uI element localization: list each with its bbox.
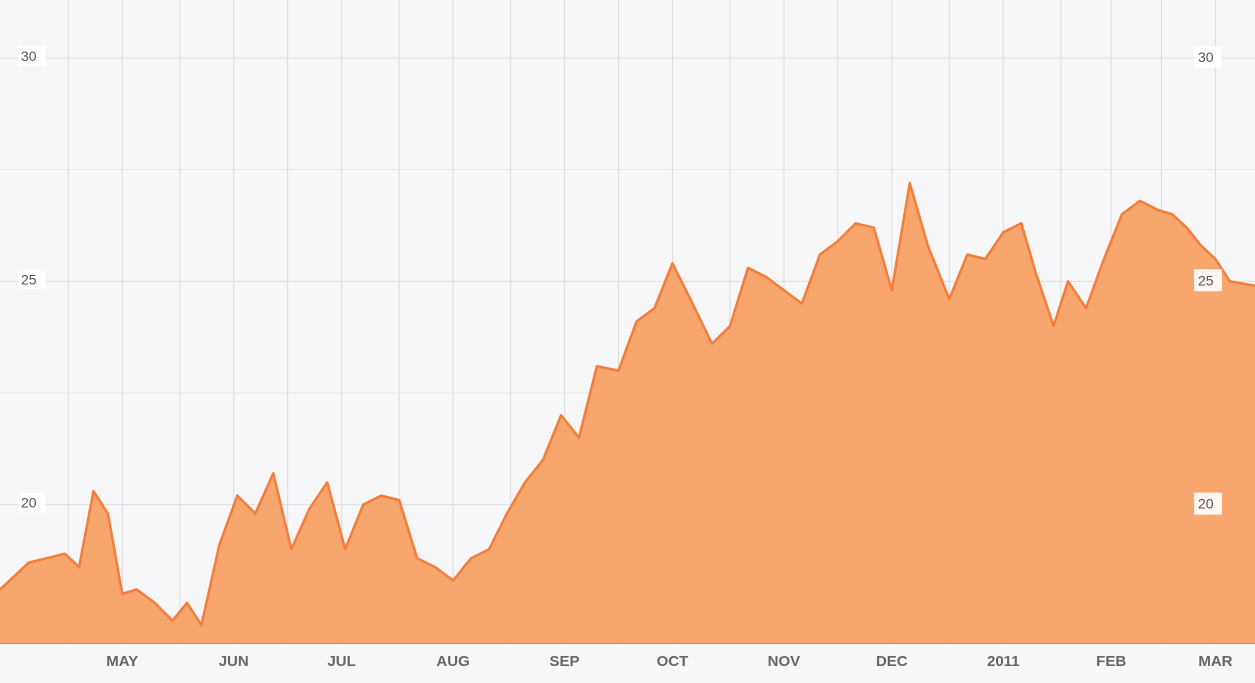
- series-line: [0, 181, 1255, 627]
- y-tick-label: 25: [1198, 272, 1214, 288]
- x-tick-label: 2011: [987, 653, 1020, 670]
- x-tick-label: AUG: [436, 653, 469, 670]
- y-tick-label-bg: [1194, 46, 1222, 69]
- y-axis-left: 20 25 30: [18, 46, 46, 513]
- x-tick-label: MAY: [106, 653, 138, 670]
- x-tick-label: MAR: [1198, 653, 1232, 670]
- x-axis: MAY JUN JUL AUG SEP OCT NOV DEC 2011 FEB MAR: [0, 643, 1255, 670]
- y-tick-label-bg: [18, 492, 46, 513]
- y-tick-label: 25: [21, 271, 37, 287]
- y-tick-label-bg: [1194, 492, 1222, 515]
- x-tick-label: OCT: [657, 653, 689, 670]
- x-tick-label: NOV: [768, 653, 801, 670]
- x-tick-label: SEP: [550, 653, 580, 670]
- y-tick-label: 20: [21, 495, 37, 511]
- x-tick-label: FEB: [1096, 653, 1126, 670]
- y-tick-label: 30: [1198, 49, 1214, 65]
- x-tick-label: JUN: [219, 653, 249, 670]
- y-tick-label: 30: [21, 48, 37, 64]
- x-tick-label: DEC: [876, 653, 908, 670]
- y-tick-label-bg: [1194, 269, 1222, 292]
- y-tick-label-bg: [18, 269, 46, 290]
- y-tick-label-bg: [18, 46, 46, 67]
- y-axis-right: 20 25 30: [1194, 46, 1222, 515]
- price-series: [0, 181, 1255, 643]
- y-tick-label: 20: [1198, 496, 1214, 512]
- series-area-fill: [0, 183, 1255, 643]
- x-tick-label: JUL: [327, 653, 355, 670]
